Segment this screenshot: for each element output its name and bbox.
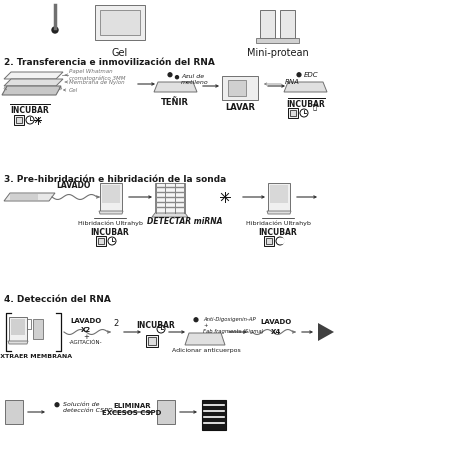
Polygon shape — [4, 72, 63, 79]
Bar — [16, 117, 22, 123]
Text: INCUBAR: INCUBAR — [91, 228, 129, 237]
Polygon shape — [8, 341, 28, 344]
Polygon shape — [99, 211, 123, 214]
Text: X4: X4 — [271, 329, 281, 335]
Text: Gel: Gel — [112, 48, 128, 58]
Bar — [148, 337, 155, 345]
Bar — [11, 319, 25, 335]
Polygon shape — [185, 333, 225, 345]
Text: »: » — [57, 84, 62, 93]
Text: 2: 2 — [113, 319, 118, 328]
Bar — [228, 80, 246, 96]
Bar — [202, 400, 226, 430]
Polygon shape — [284, 82, 327, 92]
Text: LAVAR: LAVAR — [225, 103, 255, 112]
Text: LAVADO: LAVADO — [56, 181, 90, 190]
Text: 🔥: 🔥 — [313, 103, 317, 109]
Text: TEÑIR: TEÑIR — [161, 98, 189, 107]
Bar — [33, 319, 43, 339]
Circle shape — [55, 403, 59, 407]
Circle shape — [168, 73, 172, 77]
Text: Papel Whatman
cromatográfico 3MM: Papel Whatman cromatográfico 3MM — [69, 69, 126, 81]
Polygon shape — [2, 86, 61, 95]
Bar — [14, 115, 24, 125]
Bar — [256, 38, 299, 43]
Text: DETECTAR miRNA: DETECTAR miRNA — [147, 217, 223, 226]
Polygon shape — [152, 213, 188, 217]
Polygon shape — [318, 323, 334, 341]
Polygon shape — [168, 72, 172, 75]
Bar — [288, 108, 298, 118]
Text: 2. Transferencia e inmovilización del RNA: 2. Transferencia e inmovilización del RN… — [4, 58, 215, 67]
Text: Anti-Digoxigenin-AP
+
Fab fragments (Sigma): Anti-Digoxigenin-AP + Fab fragments (Sig… — [203, 317, 264, 334]
Text: LAVADO: LAVADO — [70, 318, 101, 324]
Polygon shape — [55, 402, 58, 405]
Polygon shape — [4, 193, 55, 201]
Bar — [102, 185, 120, 203]
Text: Gel: Gel — [69, 88, 78, 92]
Bar — [290, 110, 296, 116]
Bar — [260, 10, 275, 38]
Bar — [9, 317, 27, 341]
Text: 3. Pre-hibridación e hibridación de la sonda: 3. Pre-hibridación e hibridación de la s… — [4, 175, 226, 184]
Bar — [96, 236, 106, 246]
Bar — [155, 183, 185, 213]
Text: LAVADO: LAVADO — [260, 319, 292, 325]
Polygon shape — [154, 82, 197, 92]
Circle shape — [52, 27, 58, 33]
Text: RNA: RNA — [285, 79, 300, 85]
Text: INCUBAR: INCUBAR — [287, 100, 325, 109]
Text: Adicionar anticuerpos: Adicionar anticuerpos — [172, 348, 240, 353]
Bar — [95, 5, 145, 40]
Bar — [146, 335, 158, 347]
Circle shape — [194, 318, 198, 322]
Polygon shape — [194, 317, 198, 320]
Text: -AGITACIÓN-: -AGITACIÓN- — [69, 340, 103, 345]
Text: EXTRAER MEMBRANA: EXTRAER MEMBRANA — [0, 354, 72, 359]
Bar — [266, 238, 272, 244]
Bar — [264, 236, 274, 246]
Text: Mini-protean: Mini-protean — [247, 48, 309, 58]
Text: INCUBAR: INCUBAR — [10, 106, 49, 115]
Text: Azul de
metileno: Azul de metileno — [181, 74, 209, 85]
Polygon shape — [298, 72, 301, 75]
Text: Solución de
detección CSPD: Solución de detección CSPD — [63, 402, 113, 413]
Text: Hibridación Ultrahyb: Hibridación Ultrahyb — [246, 220, 310, 226]
Bar — [98, 238, 104, 244]
Polygon shape — [4, 79, 63, 86]
Bar — [268, 183, 290, 211]
Text: INCUBAR: INCUBAR — [259, 228, 297, 237]
Bar — [270, 185, 288, 203]
Text: INCUBAR: INCUBAR — [137, 321, 175, 330]
Text: Membrana de Nylon: Membrana de Nylon — [69, 80, 125, 84]
Bar — [100, 10, 140, 35]
Polygon shape — [267, 211, 291, 214]
Text: 4. Detección del RNA: 4. Detección del RNA — [4, 295, 111, 304]
Text: «: « — [2, 84, 7, 93]
Text: X2: X2 — [81, 327, 91, 333]
Bar — [100, 183, 122, 211]
Text: Hibridación Ultrahyb: Hibridación Ultrahyb — [78, 220, 143, 226]
Text: EDC: EDC — [304, 72, 319, 78]
Bar — [5, 400, 23, 424]
Circle shape — [175, 76, 179, 79]
Text: +: + — [83, 334, 89, 340]
Text: ELIMINAR
EXCESOS CSPD: ELIMINAR EXCESOS CSPD — [102, 403, 162, 416]
Bar — [10, 194, 38, 200]
Bar — [280, 10, 295, 38]
Bar — [157, 400, 175, 424]
Circle shape — [279, 238, 285, 244]
Polygon shape — [176, 75, 178, 77]
Bar — [222, 76, 258, 100]
Circle shape — [297, 73, 301, 77]
